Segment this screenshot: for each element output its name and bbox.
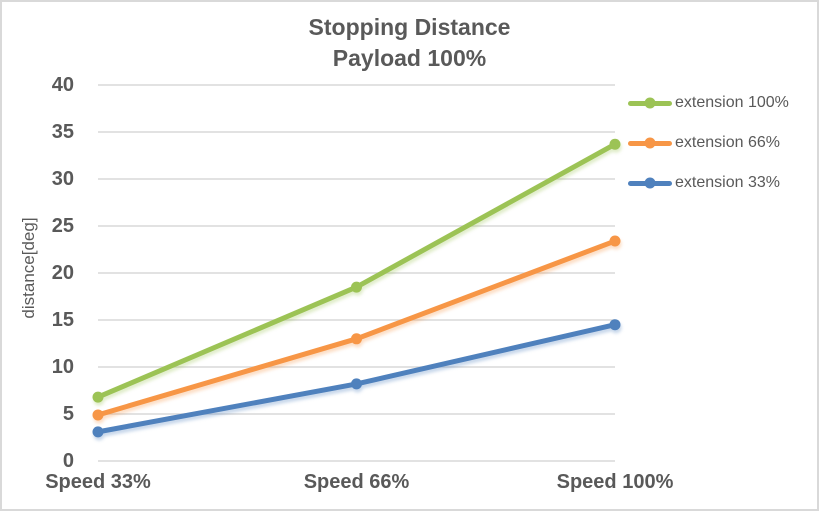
x-axis-label: Speed 33% bbox=[45, 471, 151, 493]
chart-title-line1: Stopping Distance bbox=[308, 14, 511, 40]
y-tick-label: 10 bbox=[51, 356, 74, 378]
chart-title: Stopping Distance Payload 100% bbox=[2, 12, 817, 74]
legend-label: extension 66% bbox=[675, 134, 780, 151]
y-tick-label: 30 bbox=[51, 168, 74, 190]
y-tick-label: 35 bbox=[51, 121, 74, 143]
legend-line-marker-icon bbox=[628, 137, 672, 149]
x-axis-label: Speed 100% bbox=[556, 471, 674, 493]
series-extension-100 bbox=[92, 138, 621, 403]
data-point-marker bbox=[92, 426, 104, 438]
x-axis-label: Speed 66% bbox=[303, 471, 410, 493]
data-point-marker bbox=[92, 391, 104, 403]
legend-dot-icon bbox=[644, 177, 656, 189]
legend-item-extension-33: extension 33% bbox=[628, 163, 817, 203]
data-point-marker bbox=[609, 235, 621, 247]
legend-line-marker-icon bbox=[628, 97, 672, 109]
data-point-marker bbox=[351, 333, 362, 345]
legend-item-extension-66: extension 66% bbox=[628, 123, 817, 163]
legend-label: extension 100% bbox=[675, 94, 789, 111]
data-point-marker bbox=[351, 281, 362, 293]
data-point-marker bbox=[351, 378, 362, 390]
legend-dot-icon bbox=[644, 137, 656, 149]
legend-line-marker-icon bbox=[628, 177, 672, 189]
series-extension-33 bbox=[92, 319, 621, 438]
series-extension-66 bbox=[92, 235, 621, 421]
data-point-marker bbox=[92, 409, 104, 421]
y-tick-label: 20 bbox=[51, 262, 74, 284]
y-tick-label: 25 bbox=[51, 215, 74, 237]
legend-dot-icon bbox=[644, 97, 656, 109]
y-tick-label: 40 bbox=[51, 74, 74, 96]
data-point-marker bbox=[609, 319, 621, 331]
legend-label: extension 33% bbox=[675, 174, 780, 191]
legend: extension 100% extension 66% extension 33% bbox=[628, 83, 817, 203]
y-tick-label: 15 bbox=[51, 309, 74, 331]
chart-title-line2: Payload 100% bbox=[332, 45, 487, 71]
y-tick-label: 5 bbox=[62, 403, 74, 425]
y-tick-label: 0 bbox=[62, 450, 74, 472]
data-point-marker bbox=[609, 138, 621, 150]
legend-item-extension-100: extension 100% bbox=[628, 83, 817, 123]
